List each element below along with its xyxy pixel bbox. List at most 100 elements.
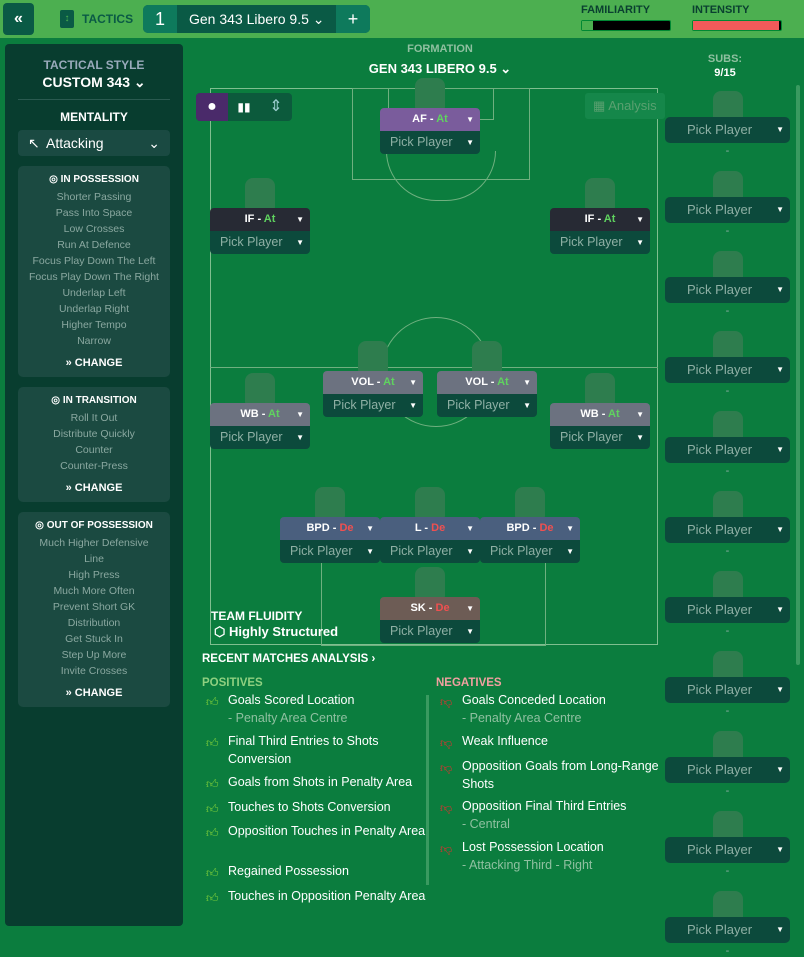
pick-sub-dropdown[interactable]: Pick Player ▼: [665, 437, 790, 463]
pick-sub-dropdown[interactable]: Pick Player ▼: [665, 197, 790, 223]
ball-icon: ◎: [35, 520, 44, 531]
shirt-icon: [315, 487, 345, 519]
pick-sub-dropdown[interactable]: Pick Player ▼: [665, 597, 790, 623]
mentality-label: MENTALITY: [60, 110, 128, 124]
shirt-icon: [415, 567, 445, 599]
shirt-icon: [358, 341, 388, 373]
pick-player-dropdown[interactable]: Pick Player ▼: [323, 394, 423, 417]
tactic-name: Gen 343 Libero 9.5: [189, 11, 309, 27]
positive-item: 👍︎ Opposition Touches in Penalty Area: [206, 824, 426, 840]
pick-player-dropdown[interactable]: Pick Player ▼: [480, 540, 580, 563]
shirt-icon: [245, 178, 275, 210]
instruction-item: Much More Often: [53, 585, 135, 597]
thumbs-down-icon: 👎︎: [440, 842, 453, 856]
position-card-bpd: BPD - De ▼ Pick Player ▼: [280, 517, 380, 563]
role-duty-dropdown[interactable]: IF - At ▼: [210, 208, 310, 231]
pick-player-dropdown[interactable]: Pick Player ▼: [210, 231, 310, 254]
team-fluidity-label: TEAM FLUIDITY: [211, 609, 303, 623]
role-duty-dropdown[interactable]: WB - At ▼: [550, 403, 650, 426]
pick-player-dropdown[interactable]: Pick Player ▼: [380, 540, 480, 563]
thumbs-down-icon: 👎︎: [440, 801, 453, 815]
subs-scrollbar[interactable]: [796, 85, 800, 665]
pick-sub-dropdown[interactable]: Pick Player ▼: [665, 277, 790, 303]
tactic-slot-number[interactable]: 1: [143, 5, 177, 33]
analysis-scrollbar[interactable]: [426, 695, 429, 885]
instruction-item: Step Up More: [61, 649, 127, 661]
pick-sub-dropdown[interactable]: Pick Player ▼: [665, 917, 790, 943]
role-duty-dropdown[interactable]: IF - At ▼: [550, 208, 650, 231]
role-duty-dropdown[interactable]: WB - At ▼: [210, 403, 310, 426]
analysis-button[interactable]: ▦ Analysis: [585, 93, 665, 119]
pick-sub-dropdown[interactable]: Pick Player ▼: [665, 117, 790, 143]
add-tactic-button[interactable]: +: [336, 5, 370, 33]
role-duty-dropdown[interactable]: SK - De ▼: [380, 597, 480, 620]
in-transition-panel: ◎ IN TRANSITION Roll It Out Distribute Qu…: [18, 387, 170, 502]
pick-sub-dropdown[interactable]: Pick Player ▼: [665, 837, 790, 863]
negatives-label: NEGATIVES: [436, 677, 502, 689]
instruction-item: Underlap Right: [58, 303, 130, 315]
negative-item: 👎︎ Weak Influence: [440, 734, 548, 750]
change-out-of-possession-button[interactable]: » CHANGE: [65, 687, 123, 699]
recent-matches-analysis-link[interactable]: RECENT MATCHES ANALYSIS ›: [202, 653, 376, 665]
sub-slot: Pick Player ▼ -: [665, 117, 790, 157]
bar-chart-icon[interactable]: ▮▮: [237, 100, 251, 114]
tactics-label: TACTICS: [82, 12, 134, 26]
view-toggle-group: ● ▮▮ ⇕: [196, 93, 292, 121]
positive-item: 👍︎ Touches to Shots Conversion: [206, 800, 391, 816]
pick-player-dropdown[interactable]: Pick Player ▼: [380, 131, 480, 154]
tactical-style-label: TACTICAL STYLE: [43, 58, 145, 72]
shirt-icon: [585, 373, 615, 405]
formation-dropdown[interactable]: GEN 343 LIBERO 9.5 ⌄: [368, 61, 512, 76]
positive-item: 👍︎ Goals Scored Location - Penalty Area Ce…: [206, 693, 355, 725]
tactic-icon[interactable]: ⇕: [269, 98, 283, 115]
sub-slot: Pick Player ▼ -: [665, 677, 790, 717]
pick-sub-dropdown[interactable]: Pick Player ▼: [665, 757, 790, 783]
familiarity-bar[interactable]: [581, 20, 671, 31]
change-in-possession-button[interactable]: » CHANGE: [65, 357, 123, 369]
pick-player-dropdown[interactable]: Pick Player ▼: [437, 394, 537, 417]
sub-empty: -: [725, 145, 730, 157]
instruction-item: Roll It Out: [70, 412, 118, 424]
shirt-icon: [515, 487, 545, 519]
role-duty-dropdown[interactable]: AF - At ▼: [380, 108, 480, 131]
pick-sub-dropdown[interactable]: Pick Player ▼: [665, 677, 790, 703]
mentality-icon: ↖: [28, 135, 40, 151]
role-duty-dropdown[interactable]: VOL - At ▼: [437, 371, 537, 394]
pick-player-dropdown[interactable]: Pick Player ▼: [280, 540, 380, 563]
tactical-style-dropdown[interactable]: CUSTOM 343 ⌄: [42, 74, 146, 90]
thumbs-up-icon: 👍︎: [206, 826, 219, 840]
thumbs-up-icon: 👍︎: [206, 866, 219, 880]
positive-item: 👍︎ Final Third Entries to Shots Conversio…: [206, 734, 379, 766]
negative-item: 👎︎ Opposition Final Third Entries - Centra…: [440, 799, 627, 831]
thumbs-down-icon: 👎︎: [440, 736, 453, 750]
role-duty-dropdown[interactable]: VOL - At ▼: [323, 371, 423, 394]
tactic-selector[interactable]: 1 Gen 343 Libero 9.5 ⌄ +: [143, 5, 370, 33]
pick-player-dropdown[interactable]: Pick Player ▼: [380, 620, 480, 643]
pick-player-dropdown[interactable]: Pick Player ▼: [550, 231, 650, 254]
pick-player-dropdown[interactable]: Pick Player ▼: [210, 426, 310, 449]
intensity-bar[interactable]: [692, 20, 782, 31]
thumbs-up-icon: 👍︎: [206, 802, 219, 816]
thumbs-up-icon: 👍︎: [206, 736, 219, 750]
tactic-name-dropdown[interactable]: Gen 343 Libero 9.5 ⌄: [189, 11, 325, 28]
pick-sub-dropdown[interactable]: Pick Player ▼: [665, 517, 790, 543]
sub-slot: Pick Player ▼ -: [665, 277, 790, 317]
sub-empty: -: [725, 545, 730, 557]
back-button[interactable]: «: [3, 3, 34, 35]
pick-player-dropdown[interactable]: Pick Player ▼: [550, 426, 650, 449]
negative-item: 👎︎ Goals Conceded Location - Penalty Area …: [440, 693, 606, 725]
shirt-icon: [415, 487, 445, 519]
change-in-transition-button[interactable]: » CHANGE: [65, 482, 123, 494]
sub-empty: -: [725, 625, 730, 637]
pick-sub-dropdown[interactable]: Pick Player ▼: [665, 357, 790, 383]
sub-empty: -: [725, 225, 730, 237]
player-view-icon[interactable]: ●: [196, 93, 228, 121]
sub-empty: -: [725, 465, 730, 477]
role-duty-dropdown[interactable]: BPD - De ▼: [280, 517, 380, 540]
role-duty-dropdown[interactable]: BPD - De ▼: [480, 517, 580, 540]
mentality-dropdown[interactable]: ↖ Attacking ⌄: [18, 130, 170, 156]
sub-empty: -: [725, 785, 730, 797]
instruction-item: Distribute Quickly: [53, 428, 135, 440]
positive-item: 👍︎ Touches in Opposition Penalty Area: [206, 889, 426, 905]
role-duty-dropdown[interactable]: L - De ▼: [380, 517, 480, 540]
